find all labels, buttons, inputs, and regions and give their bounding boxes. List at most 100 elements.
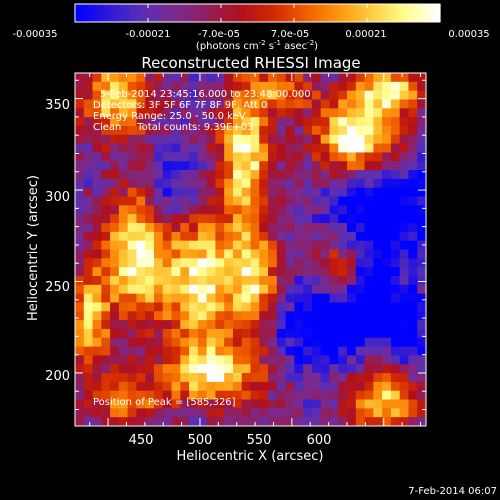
heatmap-cell: [215, 249, 225, 259]
heatmap-cell: [320, 311, 330, 321]
heatmap-cell: [92, 337, 102, 348]
heatmap-cell: [355, 408, 366, 418]
heatmap-cell: [347, 364, 357, 374]
heatmap-cell: [197, 143, 208, 153]
heatmap-cell: [92, 117, 102, 127]
heatmap-cell: [399, 399, 409, 409]
heatmap-cell: [259, 196, 269, 206]
heatmap-cell: [259, 81, 269, 92]
heatmap-cell: [285, 399, 295, 409]
heatmap-cell: [338, 231, 348, 242]
heatmap-cell: [364, 355, 374, 365]
heatmap-cell: [303, 267, 313, 277]
heatmap-cell: [136, 134, 146, 145]
heatmap-cell: [276, 399, 287, 409]
heatmap-cell: [311, 381, 322, 392]
heatmap-cell: [250, 223, 260, 233]
heatmap-cell: [83, 346, 94, 356]
heatmap-cell: [320, 73, 330, 83]
heatmap-cell: [285, 293, 295, 303]
heatmap-cell: [355, 355, 366, 365]
heatmap-cell: [189, 117, 199, 127]
heatmap-cell: [180, 328, 190, 339]
heatmap-cell: [232, 178, 243, 189]
heatmap-cell: [136, 231, 146, 242]
heatmap-cell: [215, 205, 225, 215]
heatmap-cell: [382, 408, 392, 418]
heatmap-cell: [390, 108, 401, 118]
heatmap-cell: [338, 337, 348, 348]
colorbar-segment: [415, 4, 420, 22]
heatmap-cell: [153, 284, 164, 295]
heatmap-cell: [338, 249, 348, 259]
heatmap-cell: [180, 355, 190, 365]
heatmap-cell: [399, 249, 409, 259]
heatmap-cell: [250, 337, 260, 348]
heatmap-cell: [153, 161, 164, 171]
heatmap-cell: [224, 390, 234, 401]
heatmap-cell: [294, 346, 304, 356]
heatmap-cell: [390, 275, 401, 286]
heatmap-cell: [347, 399, 357, 409]
heatmap-cell: [320, 373, 330, 383]
heatmap-cell: [259, 390, 269, 401]
heatmap-cell: [171, 346, 181, 356]
heatmap-cell: [180, 152, 190, 162]
heatmap-cell: [224, 337, 234, 348]
heatmap-cell: [189, 355, 199, 365]
heatmap-cell: [206, 161, 216, 171]
heatmap-cell: [180, 346, 190, 356]
heatmap-cell: [311, 408, 322, 418]
heatmap-cell: [101, 408, 111, 418]
heatmap-cell: [311, 302, 322, 312]
heatmap-cell: [75, 346, 85, 356]
heatmap-cell: [92, 81, 102, 92]
heatmap-cell: [382, 328, 392, 339]
annotation-energy-range: Energy Range: 25.0 - 50.0 keV: [93, 111, 246, 122]
colorbar-segment: [93, 4, 97, 22]
heatmap-cell: [127, 275, 137, 286]
heatmap-cell: [311, 399, 322, 409]
heatmap-cell: [417, 408, 427, 418]
heatmap-cell: [382, 311, 392, 321]
heatmap-cell: [83, 143, 94, 153]
heatmap-cell: [417, 108, 427, 118]
heatmap-cell: [250, 214, 260, 224]
heatmap-cell: [224, 196, 234, 206]
heatmap-cell: [206, 73, 216, 83]
heatmap-cell: [83, 293, 94, 303]
heatmap-cell: [101, 187, 111, 198]
heatmap-cell: [92, 108, 102, 118]
heatmap-cell: [215, 284, 225, 295]
heatmap-cell: [285, 302, 295, 312]
heatmap-cell: [197, 381, 208, 392]
heatmap-cell: [215, 408, 225, 418]
heatmap-cell: [338, 284, 348, 295]
heatmap-cell: [153, 275, 164, 286]
heatmap-cell: [136, 187, 146, 198]
heatmap-cell: [268, 337, 278, 348]
heatmap-cell: [294, 275, 304, 286]
heatmap-cell: [127, 81, 137, 92]
heatmap-cell: [285, 408, 295, 418]
heatmap-cell: [101, 152, 111, 162]
heatmap-cell: [92, 311, 102, 321]
heatmap-cell: [241, 196, 251, 206]
colorbar-segment: [342, 4, 347, 22]
heatmap-cell: [101, 117, 111, 127]
heatmap-cell: [180, 240, 190, 250]
heatmap-cell: [127, 134, 137, 145]
heatmap-cell: [180, 284, 190, 295]
heatmap-cell: [101, 293, 111, 303]
colorbar-segment: [430, 4, 435, 22]
heatmap-cell: [250, 73, 260, 83]
heatmap-cell: [127, 90, 137, 100]
heatmap-cell: [83, 381, 94, 392]
heatmap-cell: [276, 417, 287, 427]
heatmap-cell: [197, 231, 208, 242]
heatmap-cell: [364, 267, 374, 277]
heatmap-cell: [232, 214, 243, 224]
heatmap-cell: [329, 249, 339, 259]
heatmap-cell: [83, 81, 94, 92]
heatmap-cell: [153, 408, 164, 418]
